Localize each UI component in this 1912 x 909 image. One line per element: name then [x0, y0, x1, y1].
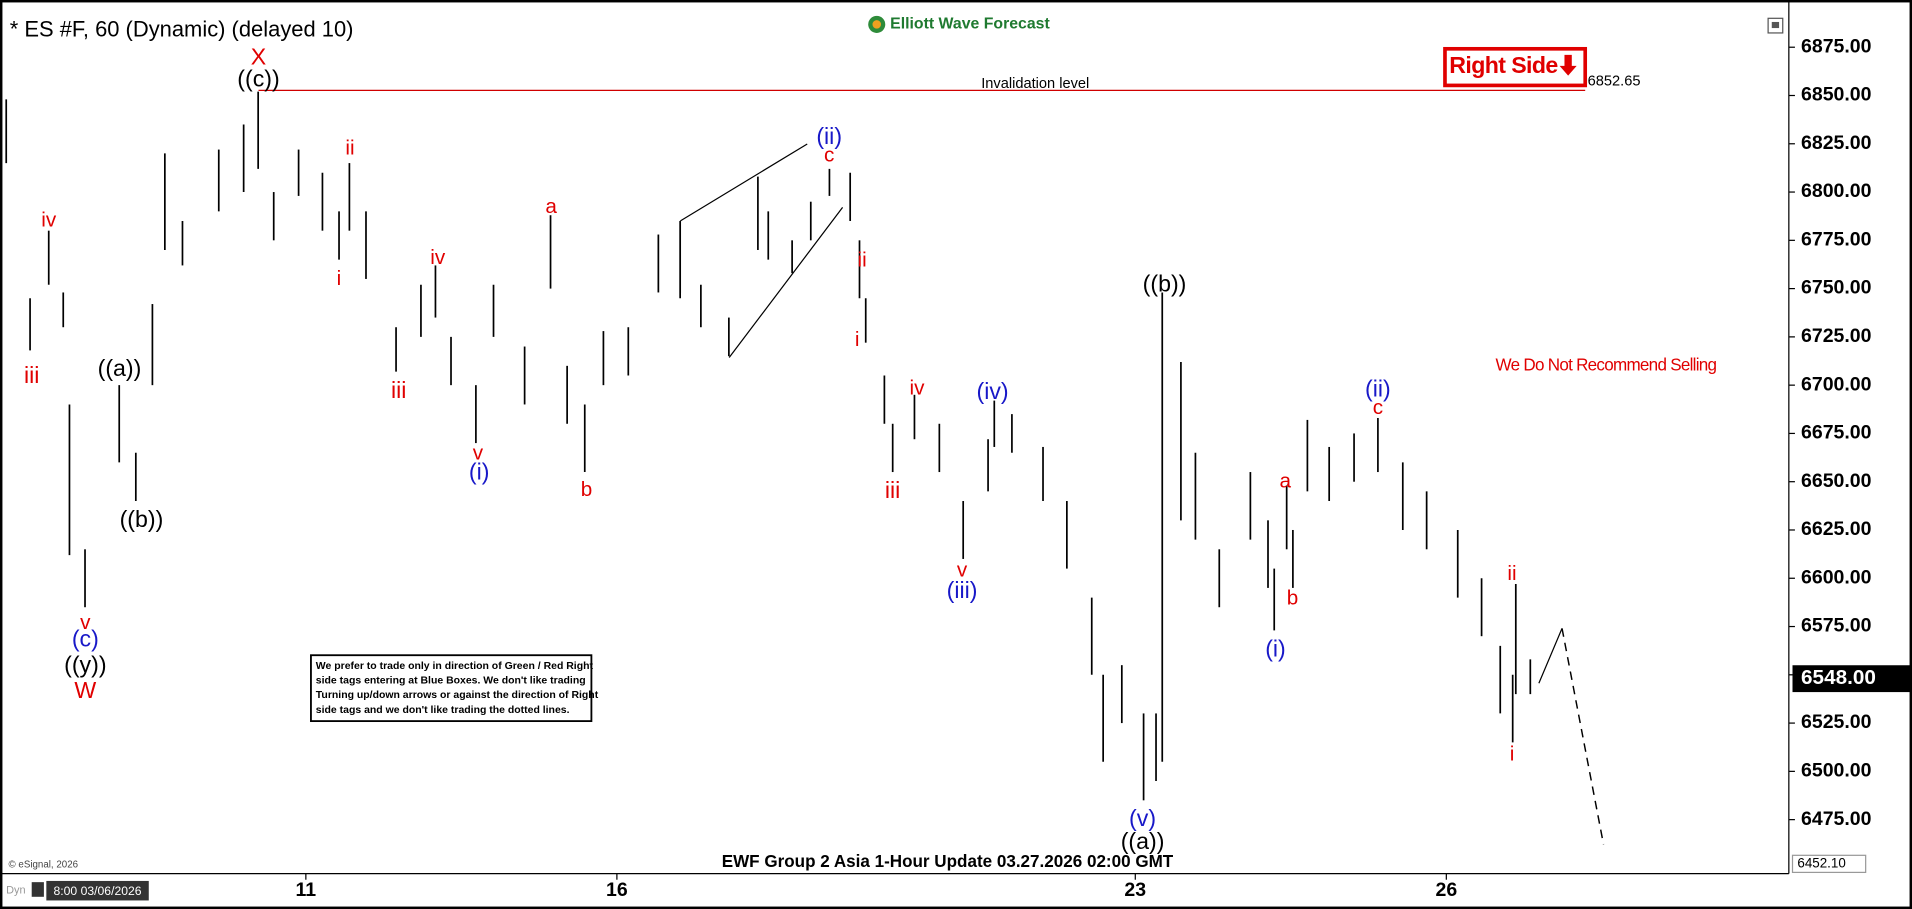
note-line: side tags and we don't like trading the … — [316, 705, 570, 716]
projection-line — [1538, 628, 1563, 684]
axis-floor-label: 6452.10 — [1797, 855, 1845, 870]
wave-label: (i) — [469, 459, 490, 485]
window-icon-inner — [1771, 21, 1780, 29]
note-line: Turning up/down arrows or against the di… — [316, 690, 599, 701]
wave-label: ((y)) — [64, 651, 106, 677]
y-tick-label: 6875.00 — [1801, 35, 1872, 57]
invalidation-label: Invalidation level — [981, 76, 1089, 92]
last-price-box — [1792, 665, 1912, 693]
wave-label: (ii) — [816, 123, 842, 149]
y-tick-label: 6725.00 — [1801, 325, 1872, 347]
wave-label: iii — [24, 362, 39, 388]
note-line: side tags entering at Blue Boxes. We don… — [316, 676, 586, 687]
x-start-box — [46, 880, 149, 901]
interval-tag: Dyn — [6, 885, 26, 897]
copyright: © eSignal, 2026 — [9, 860, 79, 871]
y-tick-label: 6825.00 — [1801, 132, 1872, 154]
wave-label: (iii) — [947, 577, 978, 603]
wedge-line — [680, 143, 808, 222]
wave-label: iv — [909, 377, 925, 400]
y-tick-label: 6525.00 — [1801, 711, 1872, 733]
y-tick-label: 6750.00 — [1801, 277, 1872, 299]
wave-label: (i) — [1265, 635, 1286, 661]
brand: Elliott Wave Forecast — [890, 16, 1050, 33]
y-tick-label: 6500.00 — [1801, 760, 1872, 782]
wave-label: iv — [41, 208, 57, 231]
wave-label: i — [337, 267, 342, 290]
wave-label: ((c)) — [237, 66, 279, 92]
wave-label: b — [1287, 587, 1299, 610]
y-tick-label: 6700.00 — [1801, 373, 1872, 395]
wave-label: ii — [857, 249, 866, 272]
wave-label: ((b)) — [1143, 271, 1187, 297]
y-tick-label: 6475.00 — [1801, 808, 1872, 830]
x-tick-label: 16 — [606, 879, 628, 901]
note-box — [310, 654, 593, 723]
wave-label: ((b)) — [120, 506, 164, 532]
wave-label: (v) — [1129, 805, 1156, 831]
y-tick-label: 6575.00 — [1801, 615, 1872, 637]
note-line: We prefer to trade only in direction of … — [316, 661, 594, 672]
x-start-marker — [31, 882, 44, 897]
y-tick-label: 6600.00 — [1801, 566, 1872, 588]
wave-label: v — [80, 611, 91, 634]
wave-label: v — [473, 441, 484, 464]
wave-label: W — [74, 677, 96, 703]
y-tick-label: 6625.00 — [1801, 518, 1872, 540]
y-tick-label: 6850.00 — [1801, 84, 1872, 106]
right-side-text: Right Side — [1449, 52, 1558, 78]
advice-text: We Do Not Recommend Selling — [1496, 356, 1717, 375]
logo-icon-core — [872, 20, 882, 29]
wave-label: iv — [430, 246, 446, 269]
chart-title: * ES #F, 60 (Dynamic) (delayed 10) — [10, 16, 354, 41]
wave-label: (c) — [72, 626, 99, 652]
x-tick-label: 26 — [1435, 879, 1457, 901]
wave-label: a — [545, 195, 557, 218]
wave-label: (iv) — [977, 378, 1009, 404]
axis-floor-box — [1791, 854, 1867, 874]
wave-label: ii — [345, 136, 354, 159]
wave-label: b — [581, 478, 593, 501]
last-price-label: 6548.00 — [1801, 666, 1876, 689]
footer: EWF Group 2 Asia 1-Hour Update 03.27.202… — [722, 852, 1174, 871]
x-tick-label: 23 — [1124, 879, 1146, 901]
wave-label: ((a)) — [1121, 828, 1165, 854]
wedge-line — [728, 207, 844, 358]
wave-label: ((a)) — [98, 355, 142, 381]
wave-label: i — [855, 328, 860, 351]
wave-label: v — [957, 558, 968, 581]
invalidation-value: 6852.65 — [1588, 74, 1641, 90]
wave-label: X — [251, 44, 266, 70]
wave-label: a — [1279, 469, 1291, 492]
wave-label: iii — [391, 377, 406, 403]
wave-label: i — [1510, 743, 1515, 766]
projection-dashed — [1561, 628, 1605, 845]
wave-label: iii — [885, 477, 900, 503]
wave-label: ii — [1507, 562, 1516, 585]
note-text: We prefer to trade only in direction of … — [316, 661, 599, 716]
wave-label: c — [824, 144, 834, 167]
y-tick-label: 6775.00 — [1801, 228, 1872, 250]
y-tick-label: 6675.00 — [1801, 422, 1872, 444]
x-start-label: 8:00 03/06/2026 — [54, 884, 142, 898]
y-tick-label: 6650.00 — [1801, 470, 1872, 492]
y-tick-label: 6800.00 — [1801, 180, 1872, 202]
wave-label: (ii) — [1365, 376, 1391, 402]
wave-label: c — [1373, 396, 1383, 419]
x-tick-label: 11 — [296, 879, 317, 901]
down-arrow — [1559, 54, 1577, 76]
